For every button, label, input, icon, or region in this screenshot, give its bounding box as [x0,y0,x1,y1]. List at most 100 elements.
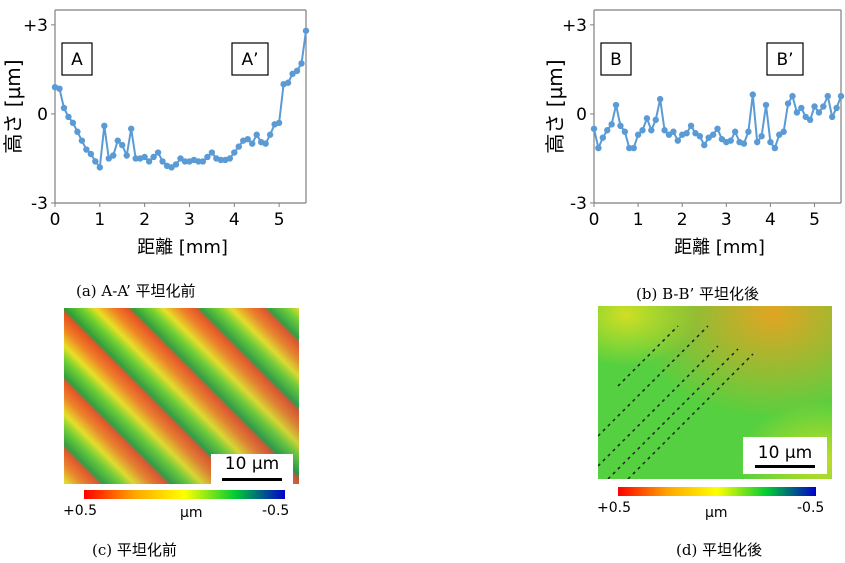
y-tick-label: 0 [576,105,587,125]
data-point [127,125,135,132]
marker-box [61,42,93,76]
data-point [811,103,818,110]
data-point [727,137,734,144]
data-point [626,144,633,152]
data-point [687,122,695,129]
data-point [820,103,827,110]
colorbar-d [618,487,816,496]
data-point [172,161,180,168]
colorbar-d-right: -0.5 [797,500,825,516]
data-point [815,109,823,116]
data-point [293,67,301,75]
data-point [159,158,166,165]
data-point [612,101,620,109]
data-point [78,137,86,144]
marker-box [600,42,632,76]
data-point [141,153,148,161]
data-point [284,79,292,86]
x-axis-label: 距離 [mm] [137,237,228,258]
data-point [714,125,721,132]
data-point [617,122,624,129]
data-point [833,104,840,112]
data-point [249,140,256,147]
x-tick-label: 2 [139,210,150,230]
data-point [661,127,668,134]
x-tick-label: 1 [633,210,644,230]
data-point [298,60,305,67]
data-point [208,149,216,156]
data-point [244,135,251,143]
data-point [709,131,717,138]
chart-b: +3 0 -3 0 1 2 3 4 5 距離 [mm] 高さ [µm] B B’ [540,0,845,280]
data-point [701,141,708,149]
y-tick-label: +3 [562,16,587,36]
data-point [674,137,682,144]
x-tick-label: 0 [50,210,61,230]
data-point [621,128,629,135]
data-point [110,152,117,159]
scale-line-d [755,465,815,468]
scale-label-c: 10 µm [224,454,280,474]
y-axis-label: 高さ [µm] [1,59,25,153]
data-point [670,128,677,135]
chart-b-svg: +30-30 1 2 3 4 5距離 [mm]高さ [µm] B B’ [543,9,845,258]
data-point [762,101,770,109]
data-point [740,140,748,147]
data-point [652,116,659,124]
data-point [643,115,651,122]
data-point [793,109,801,116]
marker-label: B’ [776,50,793,70]
colorbar-c-unit: µm [180,505,203,521]
caption-d: (d) 平坦化後 [676,541,763,559]
chart-a: +3 0 -3 0 1 2 3 4 5 距離 [mm] 高さ [µm] A A’ [0,0,320,280]
data-point [114,137,121,144]
data-point [780,128,787,135]
data-point [101,122,108,129]
marker-box [231,42,269,76]
data-point [74,128,81,135]
data-point [656,95,664,103]
caption-c: (c) 平坦化前 [92,541,177,559]
data-point [119,141,126,149]
colorbar-d-left: +0.5 [597,500,631,516]
x-axis-label: 距離 [mm] [674,237,765,258]
x-tick-label: 0 [589,210,600,230]
marker-box [766,42,804,76]
data-point [683,130,690,137]
marker-label: A’ [241,50,258,70]
scale-label-d: 10 µm [757,443,813,463]
data-point [204,153,211,161]
data-point [87,150,95,158]
scale-line-c [222,478,282,481]
colorbar-c-right: -0.5 [262,503,290,519]
data-point [630,144,637,152]
data-point [65,113,72,121]
colorbar-c-left: +0.5 [63,503,97,519]
data-point [789,92,796,100]
x-tick-label: 4 [765,210,776,230]
data-point [590,125,598,132]
data-point [639,127,646,134]
y-tick-label: 0 [37,105,48,125]
data-point [302,27,310,34]
data-point [60,104,68,112]
scale-bar-d: 10 µm [743,437,827,474]
data-point [837,92,845,100]
marker-label: B [610,50,622,70]
data-point [824,92,831,100]
y-tick-label: +3 [23,16,48,36]
x-tick-label: 5 [809,210,820,230]
caption-a: (a) A-A’ 平坦化前 [76,282,196,300]
data-point [253,131,260,138]
data-point [96,164,104,171]
y-axis-label: 高さ [µm] [543,59,567,153]
data-point [634,131,642,138]
marker-label: A [71,50,83,70]
x-tick-label: 4 [229,210,240,230]
y-tick-label: -3 [31,194,48,214]
data-point [226,155,234,162]
x-tick-label: 3 [184,210,195,230]
data-point [231,149,238,156]
data-point [745,128,752,135]
data-point [92,158,99,165]
